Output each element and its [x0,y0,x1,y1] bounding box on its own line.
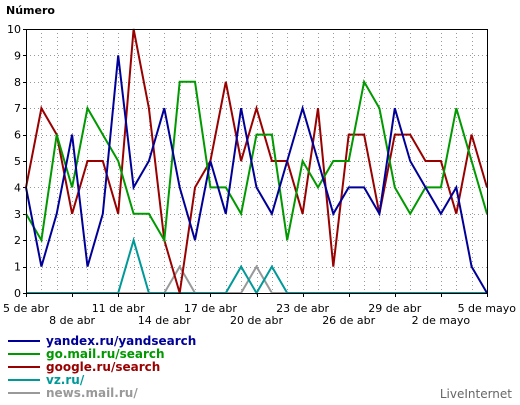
legend-label: news.mail.ru/ [46,386,138,400]
x-tick-labels: 5 de abr 11 de abr 17 de abr 23 de abr 29 de… [3,293,516,327]
y-tick-label: 6 [14,129,21,142]
legend-label: go.mail.ru/search [46,347,165,361]
y-tick-label: 7 [14,102,21,115]
x-tick-label: 17 de abr [184,302,237,315]
y-axis-label: Número [6,4,55,17]
series-line [26,264,487,294]
x-tick-label: 20 de abr [230,314,283,327]
y-tick-labels: 0 1 2 3 4 5 6 7 8 9 10 [7,23,26,300]
legend-label: vz.ru/ [46,373,85,387]
series-line [25,55,488,294]
x-tick-label: 26 de abr [322,314,375,327]
series-line [25,28,488,294]
x-tick-label: 29 de abr [368,302,421,315]
y-tick-label: 2 [14,234,21,247]
x-tick-label: 5 de abr [3,302,49,315]
y-tick-label: 1 [14,261,21,274]
y-tick-label: 10 [7,23,21,36]
x-tick-label: 5 de mayo [458,302,517,315]
y-tick-label: 5 [14,155,21,168]
legend: yandex.ru/yandsearchgo.mail.ru/searchgoo… [8,334,196,400]
y-tick-label: 3 [14,208,21,221]
series-line [25,78,488,244]
legend-label: google.ru/search [46,360,160,374]
x-tick-label: 23 de abr [276,302,329,315]
plot-frame [26,29,488,294]
y-tick-label: 9 [14,49,21,62]
x-tick-label: 11 de abr [92,302,145,315]
x-tick-label: 2 de mayo [412,314,471,327]
legend-label: yandex.ru/yandsearch [46,334,196,348]
y-tick-label: 4 [14,181,21,194]
series-lines [25,28,488,295]
x-tick-label: 8 de abr [49,314,95,327]
credit-text: LiveInternet [440,387,512,401]
x-tick-label: 14 de abr [138,314,191,327]
y-tick-label: 8 [14,76,21,89]
y-tick-label: 0 [14,287,21,300]
